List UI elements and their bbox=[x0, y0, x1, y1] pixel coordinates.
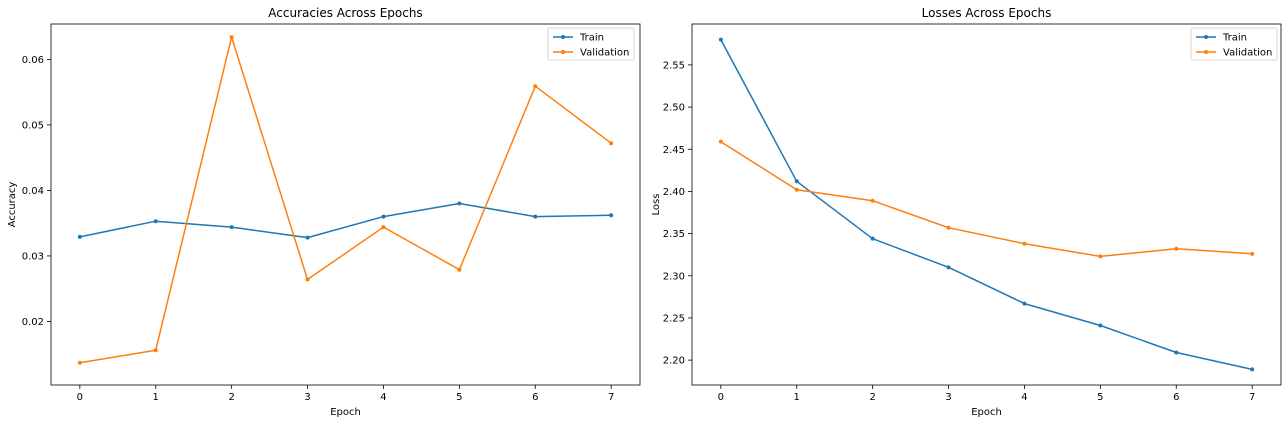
data-point bbox=[1250, 251, 1255, 256]
data-point bbox=[870, 198, 875, 203]
legend-label: Train bbox=[579, 33, 604, 44]
legend: Train Validation bbox=[1190, 27, 1278, 61]
series-line-validation bbox=[79, 36, 612, 364]
chart-title: Losses Across Epochs bbox=[922, 6, 1052, 20]
data-point bbox=[381, 214, 386, 219]
data-point bbox=[533, 214, 538, 219]
legend-label: Validation bbox=[580, 48, 629, 59]
data-point bbox=[609, 141, 614, 146]
y-tick-label: 0.05 bbox=[22, 120, 44, 131]
x-tick-label: 2 bbox=[228, 392, 234, 403]
x-tick-label: 4 bbox=[1021, 392, 1027, 403]
y-tick-label: 0.02 bbox=[22, 317, 44, 328]
x-tick-label: 6 bbox=[1173, 392, 1179, 403]
data-point bbox=[77, 360, 82, 365]
data-point bbox=[718, 139, 723, 144]
data-point bbox=[946, 265, 951, 270]
legend: Train Validation bbox=[547, 27, 635, 61]
data-point bbox=[533, 84, 538, 89]
data-point bbox=[229, 225, 234, 230]
y-axis-label: Accuracy bbox=[7, 182, 18, 228]
y-tick-label: 2.40 bbox=[663, 187, 685, 198]
data-point bbox=[870, 236, 875, 241]
legend-marker bbox=[561, 50, 565, 54]
x-tick-label: 3 bbox=[945, 392, 951, 403]
y-tick-label: 2.20 bbox=[663, 356, 685, 367]
data-point bbox=[718, 37, 723, 42]
data-point bbox=[457, 201, 462, 206]
y-tick-label: 0.03 bbox=[22, 251, 44, 262]
data-point bbox=[153, 348, 158, 353]
series-line-train bbox=[79, 202, 612, 239]
data-point bbox=[1174, 350, 1179, 355]
y-tick-label: 2.55 bbox=[663, 60, 685, 71]
x-tick-label: 5 bbox=[1097, 392, 1103, 403]
data-point bbox=[794, 179, 799, 184]
legend-marker bbox=[1204, 35, 1208, 39]
chart-title: Accuracies Across Epochs bbox=[268, 6, 422, 20]
x-tick-label: 0 bbox=[718, 392, 724, 403]
y-tick-label: 0.06 bbox=[22, 55, 44, 66]
series-line-validation bbox=[720, 141, 1253, 258]
x-tick-label: 7 bbox=[608, 392, 614, 403]
x-tick-label: 3 bbox=[304, 392, 310, 403]
x-tick-label: 0 bbox=[77, 392, 83, 403]
x-tick-label: 1 bbox=[153, 392, 159, 403]
x-tick-label: 6 bbox=[532, 392, 538, 403]
legend-label: Train bbox=[1222, 33, 1247, 44]
data-point bbox=[794, 187, 799, 192]
x-tick-label: 7 bbox=[1249, 392, 1255, 403]
data-point bbox=[1174, 246, 1179, 251]
data-point bbox=[946, 225, 951, 230]
data-point bbox=[1098, 323, 1103, 328]
data-point bbox=[305, 277, 310, 282]
x-tick-label: 1 bbox=[794, 392, 800, 403]
legend-marker bbox=[561, 35, 565, 39]
x-tick-label: 2 bbox=[869, 392, 875, 403]
y-tick-label: 2.45 bbox=[663, 145, 685, 156]
data-point bbox=[609, 213, 614, 218]
x-tick-label: 5 bbox=[456, 392, 462, 403]
data-point bbox=[457, 267, 462, 272]
x-axis-label: Epoch bbox=[330, 407, 361, 418]
data-point bbox=[229, 35, 234, 40]
y-axis-label: Loss bbox=[651, 194, 662, 216]
y-tick-label: 2.35 bbox=[663, 229, 685, 240]
series-line-train bbox=[720, 39, 1253, 371]
data-point bbox=[1250, 367, 1255, 372]
data-point bbox=[153, 219, 158, 224]
x-tick-label: 4 bbox=[380, 392, 386, 403]
y-tick-label: 2.50 bbox=[663, 103, 685, 114]
data-point bbox=[305, 235, 310, 240]
data-point bbox=[1022, 241, 1027, 246]
plot-frame bbox=[691, 23, 1282, 386]
subplot-loss: Losses Across Epochs 0 1 2 3 4 5 6 7 2.20 2.25 2.30… bbox=[651, 6, 1282, 418]
data-point bbox=[1098, 254, 1103, 259]
legend-label: Validation bbox=[1223, 48, 1272, 59]
data-point bbox=[77, 234, 82, 239]
legend-marker bbox=[1204, 50, 1208, 54]
x-axis-label: Epoch bbox=[971, 407, 1002, 418]
data-point bbox=[381, 225, 386, 230]
subplot-accuracy: Accuracies Across Epochs 0 1 2 3 4 5 6 7 0.02 0.03… bbox=[7, 6, 641, 418]
y-tick-label: 0.04 bbox=[22, 186, 44, 197]
y-tick-label: 2.30 bbox=[663, 271, 685, 282]
y-tick-label: 2.25 bbox=[663, 313, 685, 324]
plot-frame bbox=[50, 23, 641, 386]
data-point bbox=[1022, 301, 1027, 306]
